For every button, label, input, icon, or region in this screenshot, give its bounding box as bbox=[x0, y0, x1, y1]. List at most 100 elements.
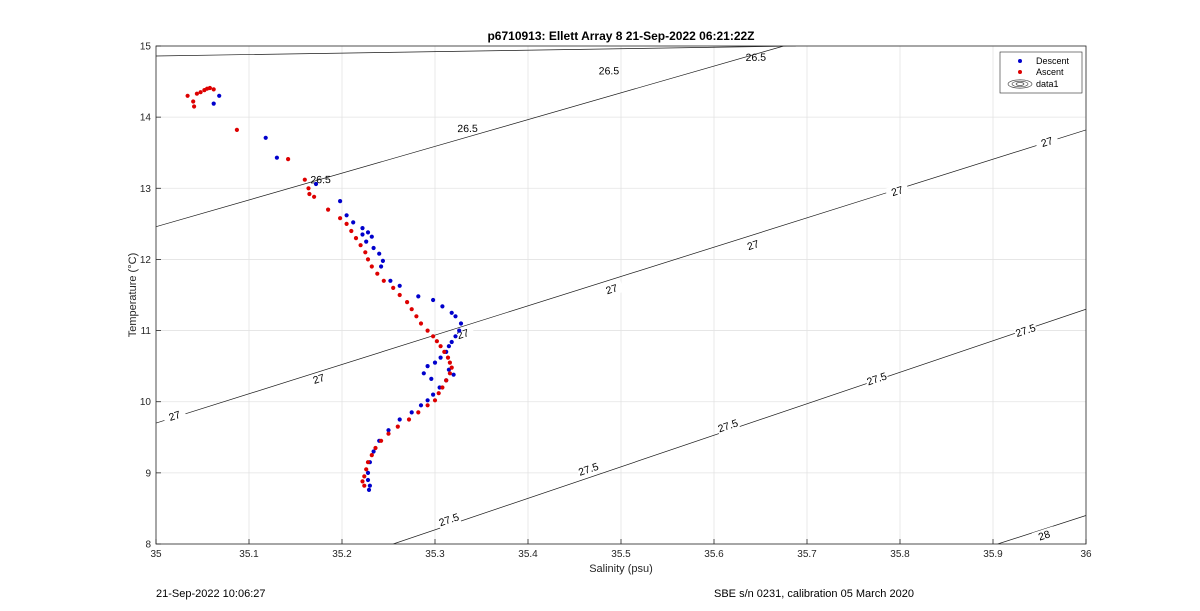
x-tick-label: 35.2 bbox=[332, 549, 352, 560]
ascent-point bbox=[185, 93, 190, 98]
descent-point bbox=[380, 258, 385, 263]
contour-label: 28 bbox=[1037, 528, 1052, 543]
x-axis-title: Salinity (psu) bbox=[589, 563, 653, 575]
descent-point bbox=[313, 181, 319, 187]
ascent-point bbox=[369, 264, 374, 269]
ascent-point bbox=[409, 307, 414, 312]
ascent-point bbox=[306, 186, 311, 191]
legend-ascent-label: Ascent bbox=[1036, 67, 1064, 77]
descent-point bbox=[451, 372, 456, 377]
ascent-point bbox=[444, 378, 449, 383]
ascent-point bbox=[349, 228, 354, 234]
ascent-point bbox=[445, 355, 451, 360]
contour-label: 27 bbox=[746, 238, 761, 253]
descent-point bbox=[446, 344, 451, 349]
ascent-point bbox=[414, 314, 419, 319]
ascent-point bbox=[447, 360, 452, 365]
footer-calibration: SBE s/n 0231, calibration 05 March 2020 bbox=[714, 588, 914, 600]
ascent-point bbox=[436, 391, 441, 396]
contour-label: 27 bbox=[604, 282, 619, 297]
ascent-point bbox=[363, 250, 368, 255]
ascent-point bbox=[391, 285, 396, 290]
contour-label: 27.5 bbox=[865, 370, 888, 388]
contour-label-bg bbox=[306, 369, 332, 388]
y-tick-label: 14 bbox=[140, 113, 152, 124]
ascent-point bbox=[234, 127, 239, 132]
descent-point bbox=[457, 328, 462, 333]
descent-point bbox=[217, 93, 222, 98]
descent-point bbox=[432, 360, 438, 365]
x-tick-label: 35.4 bbox=[518, 549, 538, 560]
descent-point bbox=[421, 371, 426, 376]
contour-label: 27 bbox=[312, 372, 327, 387]
descent-point bbox=[429, 376, 434, 381]
legend-contour-ring bbox=[1011, 80, 1029, 88]
density-contour-line bbox=[156, 46, 784, 228]
y-axis-ticks: 8 9 10 11 12 13 14 15 bbox=[140, 42, 161, 551]
descent-point bbox=[453, 314, 458, 319]
contour-label-bg bbox=[744, 51, 767, 64]
contour-label-bg bbox=[1034, 133, 1060, 152]
footer-timestamp: 21-Sep-2022 10:06:27 bbox=[156, 588, 266, 600]
descent-point bbox=[211, 101, 216, 106]
ascent-point bbox=[397, 292, 402, 298]
descent-point bbox=[360, 232, 365, 237]
contour-label-bg bbox=[450, 325, 476, 344]
ascent-point bbox=[360, 479, 365, 484]
legend-data1-label: data1 bbox=[1036, 79, 1059, 89]
y-tick-label: 15 bbox=[140, 42, 152, 53]
descent-point bbox=[425, 398, 430, 403]
descent-point bbox=[365, 470, 371, 475]
ascent-point bbox=[365, 257, 371, 262]
contour-label: 27 bbox=[890, 184, 905, 199]
ascent-point bbox=[442, 349, 447, 354]
ascent-point bbox=[358, 243, 363, 248]
ascent-point bbox=[207, 85, 212, 91]
legend-contour-icon bbox=[1007, 79, 1033, 89]
descent-point bbox=[438, 355, 443, 360]
x-tick-label: 35.7 bbox=[797, 549, 817, 560]
ascent-point bbox=[312, 194, 317, 199]
descent-point bbox=[449, 310, 454, 315]
ascent-point bbox=[369, 453, 374, 458]
x-tick-label: 35.3 bbox=[425, 549, 445, 560]
ascent-point bbox=[307, 191, 312, 197]
ascent-point bbox=[440, 385, 445, 390]
ascent-point bbox=[338, 216, 343, 221]
contour-label-bg bbox=[436, 510, 462, 530]
ascent-point bbox=[326, 207, 331, 212]
contour-label: 27.5 bbox=[1014, 322, 1037, 340]
descent-point bbox=[425, 364, 430, 369]
x-tick-label: 35.8 bbox=[890, 549, 910, 560]
legend-descent-label: Descent bbox=[1036, 56, 1070, 66]
ascent-point bbox=[447, 371, 452, 376]
x-tick-label: 36 bbox=[1080, 549, 1092, 560]
ascent-point bbox=[395, 424, 400, 429]
legend-contour-ring bbox=[1007, 79, 1033, 89]
descent-point bbox=[453, 334, 458, 339]
contour-label-bg bbox=[162, 406, 187, 425]
descent-point bbox=[364, 239, 369, 244]
contour-label-bg bbox=[884, 182, 910, 201]
descent-point bbox=[440, 304, 445, 309]
ascent-point bbox=[191, 99, 196, 104]
x-tick-label: 35.9 bbox=[983, 549, 1003, 560]
contour-label-bg bbox=[1031, 526, 1057, 544]
chart-title: p6710913: Ellett Array 8 21-Sep-2022 06:… bbox=[487, 29, 754, 43]
grid-lines bbox=[155, 45, 1087, 545]
descent-point bbox=[367, 483, 372, 488]
ascent-point bbox=[379, 438, 384, 443]
ascent-point bbox=[418, 321, 424, 326]
ascent-point bbox=[198, 90, 203, 95]
ascent-point bbox=[211, 87, 216, 92]
contour-label-bg bbox=[576, 460, 601, 479]
x-tick-label: 35.1 bbox=[239, 549, 259, 560]
contour-label-bg bbox=[864, 369, 890, 389]
descent-point bbox=[416, 294, 421, 299]
x-axis-ticks: 35 35.1 35.2 35.3 35.4 35.5 35.6 35.7 35.8 35.9 36 bbox=[150, 539, 1092, 560]
density-contour-line bbox=[156, 46, 796, 57]
contour-label-bg bbox=[1013, 321, 1038, 340]
descent-point bbox=[397, 417, 402, 422]
contour-label: 26.5 bbox=[310, 174, 331, 186]
